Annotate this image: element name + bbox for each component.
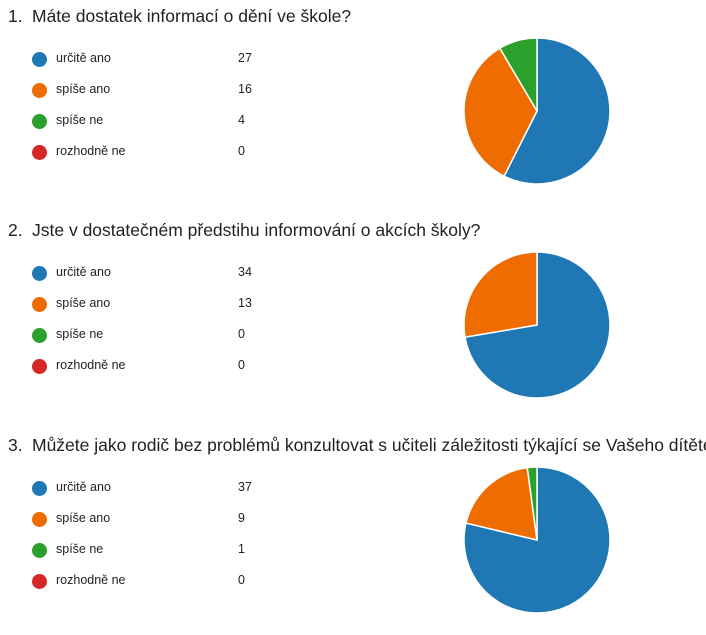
legend-item-spise-ano: spíše ano 9 — [32, 509, 292, 529]
legend-label: spíše ne — [56, 113, 104, 127]
legend-color-dot — [32, 543, 47, 558]
question-title: 3. Můžete jako rodič bez problémů konzult… — [8, 435, 706, 456]
legend-label: spíše ne — [56, 542, 104, 556]
legend-item-spise-ne: spíše ne 4 — [32, 111, 292, 131]
legend-item-spise-ne: spíše ne 0 — [32, 325, 292, 345]
legend-label: spíše ano — [56, 82, 111, 96]
legend-item-spise-ne: spíše ne 1 — [32, 540, 292, 560]
question-text: Jste v dostatečném předstihu informování… — [32, 220, 481, 240]
pie-chart — [463, 466, 611, 614]
legend-count: 16 — [238, 82, 252, 96]
legend-count: 1 — [238, 542, 245, 556]
legend-label: spíše ano — [56, 296, 111, 310]
question-text: Máte dostatek informací o dění ve škole? — [32, 6, 352, 26]
legend-label: spíše ne — [56, 327, 104, 341]
legend-item-urcite-ano: určitě ano 37 — [32, 478, 292, 498]
pie-slice-spise-ano — [465, 466, 538, 541]
legend-color-dot — [32, 574, 47, 589]
legend-item-rozhodne-ne: rozhodně ne 0 — [32, 142, 292, 162]
legend-label: určitě ano — [56, 265, 111, 279]
pie-slice-spise-ano — [463, 251, 538, 338]
pie-slice-spise-ne — [526, 466, 538, 541]
legend-label: spíše ano — [56, 511, 111, 525]
question-3: 3. Můžete jako rodič bez problémů konzult… — [0, 435, 706, 635]
question-number: 1. — [8, 6, 23, 26]
question-title: 2. Jste v dostatečném předstihu informová… — [8, 220, 480, 241]
legend-item-rozhodne-ne: rozhodně ne 0 — [32, 356, 292, 376]
legend-item-spise-ano: spíše ano 13 — [32, 294, 292, 314]
legend-color-dot — [32, 114, 47, 129]
legend-count: 27 — [238, 51, 252, 65]
legend-color-dot — [32, 52, 47, 67]
question-number: 2. — [8, 220, 23, 240]
pie-slice-urcite-ano — [503, 37, 611, 185]
legend-item-rozhodne-ne: rozhodně ne 0 — [32, 571, 292, 591]
question-title: 1. Máte dostatek informací o dění ve škol… — [8, 6, 351, 27]
legend-count: 0 — [238, 358, 245, 372]
legend-count: 0 — [238, 573, 245, 587]
legend-color-dot — [32, 266, 47, 281]
legend-count: 0 — [238, 144, 245, 158]
legend-label: určitě ano — [56, 51, 111, 65]
legend-label: rozhodně ne — [56, 358, 126, 372]
question-2: 2. Jste v dostatečném předstihu informová… — [0, 220, 706, 420]
legend-count: 9 — [238, 511, 245, 525]
legend-count: 37 — [238, 480, 252, 494]
legend-color-dot — [32, 145, 47, 160]
legend-count: 0 — [238, 327, 245, 341]
pie-chart — [463, 251, 611, 399]
legend-count: 34 — [238, 265, 252, 279]
question-1: 1. Máte dostatek informací o dění ve škol… — [0, 6, 706, 206]
legend-color-dot — [32, 328, 47, 343]
pie-slice-spise-ne — [499, 37, 538, 112]
pie-slice-spise-ano — [463, 47, 538, 177]
pie-chart — [463, 37, 611, 185]
question-text: Můžete jako rodič bez problémů konzultov… — [32, 435, 706, 455]
legend-count: 13 — [238, 296, 252, 310]
legend-item-spise-ano: spíše ano 16 — [32, 80, 292, 100]
legend-item-urcite-ano: určitě ano 34 — [32, 263, 292, 283]
legend-count: 4 — [238, 113, 245, 127]
question-number: 3. — [8, 435, 23, 455]
legend-item-urcite-ano: určitě ano 27 — [32, 49, 292, 69]
legend-color-dot — [32, 512, 47, 527]
legend-label: určitě ano — [56, 480, 111, 494]
legend-color-dot — [32, 297, 47, 312]
legend-color-dot — [32, 83, 47, 98]
legend-color-dot — [32, 359, 47, 374]
legend-label: rozhodně ne — [56, 573, 126, 587]
legend-color-dot — [32, 481, 47, 496]
legend-label: rozhodně ne — [56, 144, 126, 158]
